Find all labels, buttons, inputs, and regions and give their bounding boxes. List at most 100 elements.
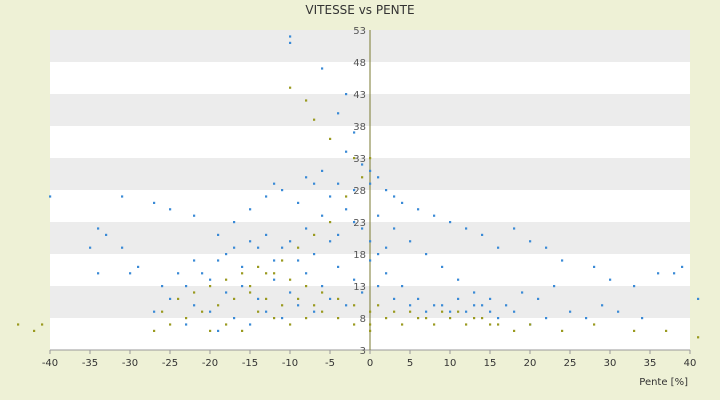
data-point (289, 240, 292, 243)
x-tick-label: 5 (407, 358, 413, 369)
data-point (585, 317, 588, 320)
data-point (537, 297, 540, 300)
y-tick-label: 43 (353, 90, 366, 101)
data-point (249, 323, 252, 326)
data-point (273, 278, 276, 281)
data-point (217, 304, 220, 307)
data-point (281, 189, 284, 192)
data-point (337, 233, 340, 236)
data-point (345, 93, 348, 96)
data-point (193, 291, 196, 294)
data-point (257, 246, 260, 249)
data-point (225, 278, 228, 281)
data-point (393, 310, 396, 313)
data-point (185, 323, 188, 326)
data-point (41, 323, 44, 326)
data-point (313, 304, 316, 307)
data-point (353, 304, 356, 307)
data-point (433, 304, 436, 307)
data-point (225, 291, 228, 294)
data-point (337, 317, 340, 320)
data-point (593, 265, 596, 268)
data-point (209, 329, 212, 332)
data-point (329, 240, 332, 243)
data-point (353, 278, 356, 281)
data-point (273, 259, 276, 262)
data-point (289, 41, 292, 44)
data-point (529, 240, 532, 243)
x-tick-label: 30 (604, 358, 617, 369)
data-point (433, 323, 436, 326)
data-point (297, 201, 300, 204)
y-tick-label: 18 (353, 250, 366, 261)
data-point (33, 329, 36, 332)
data-point (273, 182, 276, 185)
data-point (457, 297, 460, 300)
data-point (481, 317, 484, 320)
data-point (201, 310, 204, 313)
data-point (249, 208, 252, 211)
data-point (505, 304, 508, 307)
data-point (281, 317, 284, 320)
data-point (497, 246, 500, 249)
data-point (481, 304, 484, 307)
data-point (673, 272, 676, 275)
data-point (369, 323, 372, 326)
data-point (449, 317, 452, 320)
x-tick-label: 40 (684, 358, 697, 369)
data-point (321, 67, 324, 70)
data-point (465, 310, 468, 313)
data-points (17, 35, 700, 339)
data-point (425, 310, 428, 313)
x-tick-label: -15 (242, 358, 258, 369)
data-point (249, 285, 252, 288)
x-tick-label: -40 (42, 358, 58, 369)
data-point (513, 329, 516, 332)
data-point (409, 304, 412, 307)
data-point (49, 195, 52, 198)
data-point (513, 310, 516, 313)
x-tick-label: 15 (484, 358, 497, 369)
data-point (329, 221, 332, 224)
x-tick-label: 20 (524, 358, 537, 369)
data-point (185, 285, 188, 288)
data-point (241, 265, 244, 268)
data-point (305, 176, 308, 179)
data-point (161, 310, 164, 313)
data-point (321, 310, 324, 313)
data-point (89, 246, 92, 249)
y-tick-label: 33 (353, 154, 366, 165)
data-point (137, 265, 140, 268)
data-point (281, 259, 284, 262)
y-tick-label: 8 (360, 314, 366, 325)
data-point (361, 227, 364, 230)
data-point (377, 285, 380, 288)
data-point (409, 240, 412, 243)
data-point (289, 86, 292, 89)
data-point (233, 246, 236, 249)
data-point (617, 310, 620, 313)
data-point (217, 233, 220, 236)
data-point (377, 176, 380, 179)
data-point (337, 112, 340, 115)
data-point (305, 227, 308, 230)
data-point (97, 272, 100, 275)
data-point (17, 323, 20, 326)
data-point (385, 317, 388, 320)
x-tick-label: 10 (444, 358, 457, 369)
y-tick-label: 28 (353, 186, 366, 197)
data-point (385, 272, 388, 275)
data-point (433, 214, 436, 217)
data-point (329, 137, 332, 140)
data-point (393, 297, 396, 300)
data-point (361, 163, 364, 166)
data-point (473, 291, 476, 294)
data-point (193, 304, 196, 307)
data-point (417, 297, 420, 300)
data-point (665, 329, 668, 332)
data-point (209, 310, 212, 313)
data-point (369, 169, 372, 172)
data-point (697, 297, 700, 300)
data-point (657, 272, 660, 275)
data-point (345, 195, 348, 198)
